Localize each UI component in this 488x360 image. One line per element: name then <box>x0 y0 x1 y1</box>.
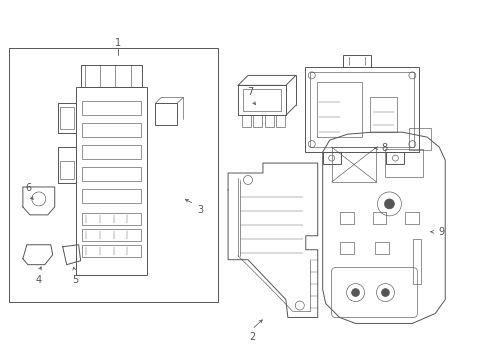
Bar <box>339 242 353 254</box>
Text: 6: 6 <box>26 183 32 193</box>
Bar <box>309 72 413 147</box>
Bar <box>339 212 353 224</box>
Text: 5: 5 <box>72 275 79 285</box>
Bar <box>405 212 419 224</box>
Bar <box>155 103 177 125</box>
Bar <box>372 212 386 224</box>
Text: 1: 1 <box>115 37 122 48</box>
Bar <box>264 115 273 127</box>
Bar <box>375 242 388 254</box>
Text: 3: 3 <box>197 205 203 215</box>
Text: 8: 8 <box>381 143 386 153</box>
Bar <box>304 67 419 152</box>
Circle shape <box>351 289 359 297</box>
Bar <box>322 152 340 164</box>
Bar <box>60 161 74 179</box>
Bar <box>253 115 262 127</box>
Bar <box>243 89 280 111</box>
Bar <box>81 167 141 181</box>
Bar <box>60 107 74 129</box>
Bar <box>316 82 361 137</box>
Bar <box>408 128 430 150</box>
Text: 9: 9 <box>437 227 444 237</box>
Text: 7: 7 <box>246 87 253 97</box>
Bar <box>385 149 423 177</box>
Text: 4: 4 <box>36 275 42 285</box>
Bar <box>369 97 397 132</box>
Bar <box>81 213 141 225</box>
Bar <box>81 245 141 257</box>
Bar <box>342 55 370 67</box>
Bar <box>276 115 285 127</box>
Bar <box>81 189 141 203</box>
Bar <box>81 229 141 241</box>
Bar <box>386 152 404 164</box>
Circle shape <box>384 199 394 209</box>
Bar <box>412 239 421 284</box>
Bar <box>331 147 376 182</box>
Bar <box>81 123 141 137</box>
Circle shape <box>381 289 388 297</box>
Bar <box>76 87 147 275</box>
Text: 2: 2 <box>248 332 255 342</box>
Bar <box>81 101 141 115</box>
Bar <box>81 145 141 159</box>
Bar <box>9 48 218 302</box>
Bar <box>242 115 250 127</box>
